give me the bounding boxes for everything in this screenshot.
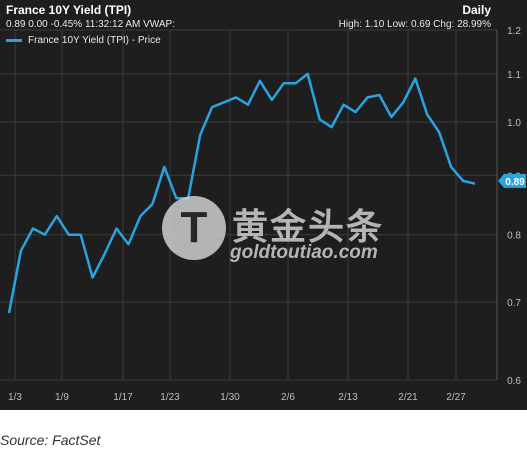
legend-swatch	[6, 38, 22, 42]
last-value-label: 0.89	[505, 177, 525, 188]
watermark-brand-cn: 黄金头条	[232, 206, 385, 247]
last-value-tag	[498, 173, 526, 188]
last-value-marker: 0.89	[498, 173, 526, 188]
y-tick-label: 0.7	[507, 298, 521, 309]
y-tick-label: 1.1	[507, 70, 521, 81]
interval-label: Daily	[462, 3, 491, 17]
x-tick-label: 1/17	[113, 392, 133, 403]
y-axis: 1.21.11.00.90.80.70.6	[507, 26, 521, 387]
legend: France 10Y Yield (TPI) - Price	[6, 33, 161, 47]
y-tick-label: 1.2	[507, 26, 521, 37]
watermark-badge-letter: T	[180, 203, 208, 252]
x-tick-label: 2/27	[446, 392, 466, 403]
source-caption: Source: FactSet	[0, 432, 101, 448]
x-tick-label: 1/3	[8, 392, 22, 403]
x-tick-label: 1/30	[220, 392, 240, 403]
y-tick-label: 1.0	[507, 118, 521, 129]
x-tick-label: 2/6	[281, 392, 295, 403]
x-axis: 1/3 1/9 1/17 1/23 1/30 2/6 2/13 2/21 2/27	[8, 392, 466, 403]
x-tick-label: 2/13	[338, 392, 358, 403]
chart-panel: 1.21.11.00.90.80.70.6 1/31/91/171/231/30…	[0, 0, 527, 410]
watermark-badge-icon: T	[162, 196, 226, 260]
series-line	[7, 72, 476, 314]
chart-title: France 10Y Yield (TPI)	[6, 3, 132, 17]
x-tick-label: 1/23	[160, 392, 180, 403]
watermark: T 黄金头条 goldtoutiao.com	[162, 196, 392, 286]
stats-line: High: 1.10 Low: 0.69 Chg: 28.99%	[338, 19, 491, 30]
watermark-brand-en: goldtoutiao.com	[230, 242, 378, 263]
legend-label: France 10Y Yield (TPI) - Price	[28, 34, 161, 46]
series	[7, 72, 476, 314]
x-tick-label: 1/9	[55, 392, 69, 403]
x-tick-label: 2/21	[398, 392, 418, 403]
y-tick-label: 0.8	[507, 231, 521, 242]
quote-line: 0.89 0.00 -0.45% 11:32:12 AM VWAP:	[6, 19, 175, 30]
line-chart: 1.21.11.00.90.80.70.6 1/31/91/171/231/30…	[0, 26, 526, 403]
grid	[0, 29, 498, 381]
y-tick-label: 0.6	[507, 376, 521, 387]
